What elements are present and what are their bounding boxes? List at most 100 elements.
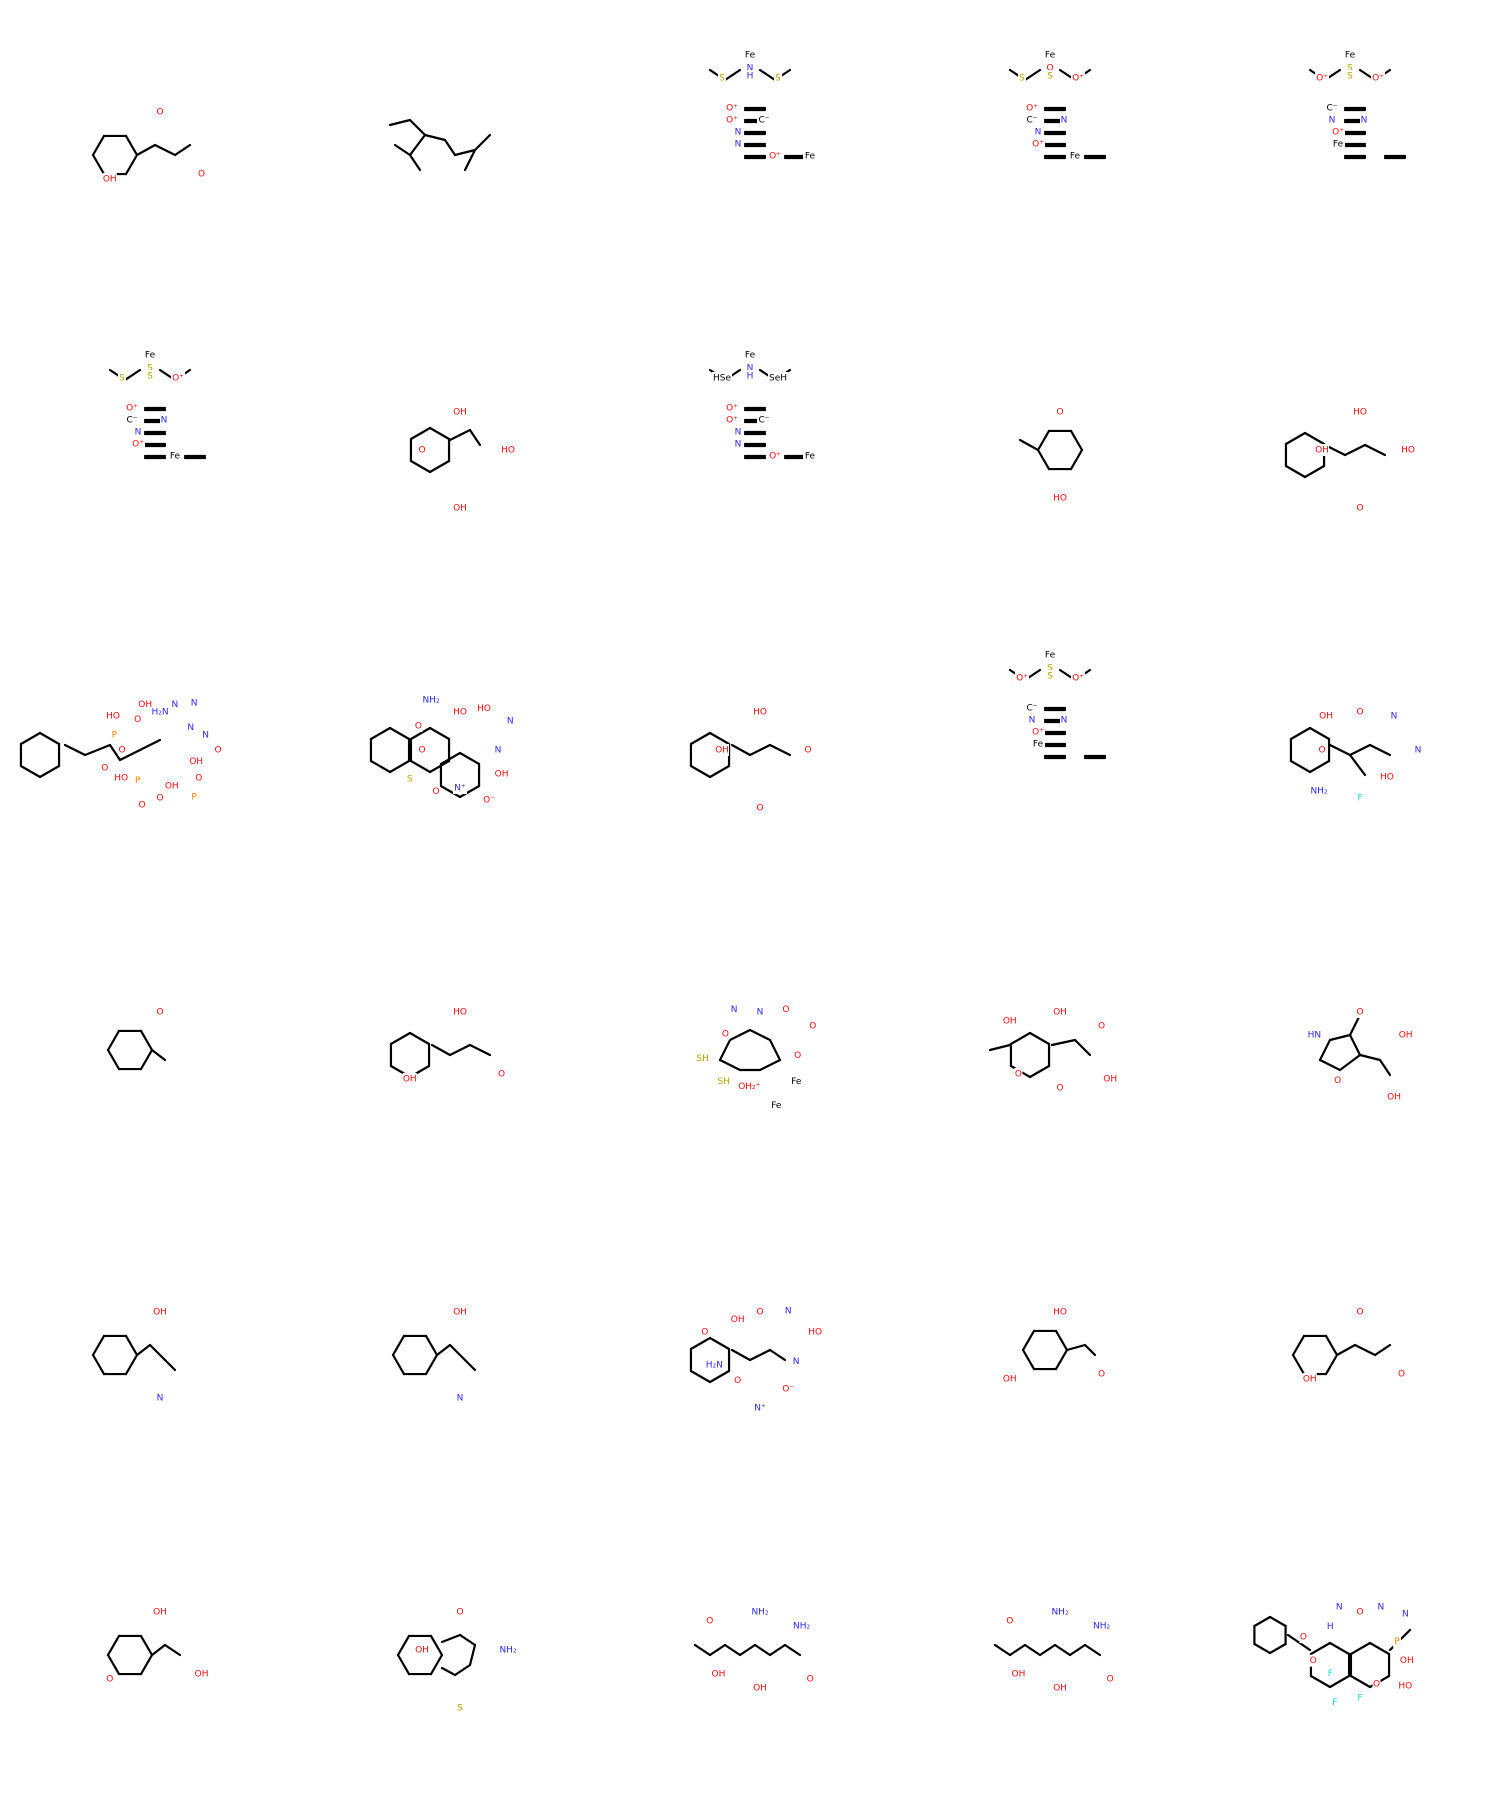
atom-label-bg <box>746 62 754 74</box>
atom-label-bg <box>1025 114 1039 126</box>
atom-label-bg <box>138 799 147 812</box>
atom-label-bg <box>1399 1654 1414 1667</box>
atom-label: N <box>202 731 209 741</box>
bond-line <box>369 759 392 774</box>
atom-label-bg <box>784 1305 793 1318</box>
molecule-methyl-diaminopimelic-acid-a: NH₂ NH₂ O OH OH O <box>693 1606 815 1694</box>
atom-label: S <box>775 74 781 84</box>
atom-label: O⁺ <box>172 374 184 384</box>
atom-label: Fe <box>170 452 181 462</box>
bond-line <box>443 138 457 157</box>
bond-line <box>1018 438 1040 452</box>
atom-label: O <box>1334 1076 1341 1086</box>
atom-label-bg <box>705 1615 714 1627</box>
atom-label-bg <box>725 414 739 426</box>
atom-label: O⁺ <box>1032 140 1044 150</box>
atom-label-bg <box>1360 114 1368 126</box>
atom-label: N <box>735 440 742 450</box>
atom-label-bg <box>1011 1668 1026 1680</box>
atom-label: H₂N <box>151 708 168 718</box>
bond-line <box>1373 1343 1392 1357</box>
atom-label-bg <box>736 1080 763 1093</box>
atom-label: N <box>457 1394 464 1404</box>
atom-label: Fe <box>1333 140 1344 150</box>
molecule-benzoic-acid: O HO <box>1018 406 1084 504</box>
bond-line <box>1068 1643 1087 1657</box>
atom-label-bg <box>1356 1306 1364 1318</box>
atom-label: O <box>1373 1680 1380 1690</box>
atom-label: S <box>719 74 725 84</box>
atom-label: OH <box>103 175 117 185</box>
atom-label: OH <box>189 757 203 767</box>
atom-label-bg <box>453 1006 467 1018</box>
bond-line <box>435 1343 452 1357</box>
atom-label-bg <box>190 697 199 710</box>
bond-line <box>83 743 112 757</box>
atom-label-bg <box>189 755 204 768</box>
bond-line <box>723 1643 742 1657</box>
atom-label-bg <box>789 1075 804 1088</box>
atom-label: O⁺ <box>126 404 138 414</box>
bond-line <box>1318 1058 1342 1072</box>
atom-label: Fe <box>1045 51 1056 61</box>
atom-label-bg <box>110 729 119 742</box>
bond-line <box>1286 1633 1312 1652</box>
atom-label: HO <box>114 774 128 784</box>
bond-line <box>1303 464 1326 479</box>
bond-line <box>1348 1033 1362 1057</box>
atom-label-bg <box>1302 1373 1317 1385</box>
bond-line <box>463 148 477 172</box>
atom-label-bg <box>118 372 126 384</box>
molecule-nitro-benzoquinoxaline-sulfonamide: HO HO N N OH O⁻ N⁺ O S O O NH₂ <box>369 693 515 807</box>
atom-label-bg <box>774 72 782 84</box>
bond-line <box>1009 1031 1032 1046</box>
atom-label: HO <box>1053 494 1067 504</box>
atom-label-bg <box>1346 62 1354 74</box>
atom-label: NH₂ <box>1051 1608 1069 1618</box>
bond-line <box>124 134 139 157</box>
atom-label-bg <box>1319 710 1334 723</box>
atom-label-bg <box>102 173 117 185</box>
atom-label: N <box>161 416 168 426</box>
atom-label: O <box>734 1376 741 1386</box>
atom-label: N <box>495 746 502 756</box>
atom-label: HO <box>453 1008 467 1018</box>
atom-label-bg <box>1034 126 1042 138</box>
atom-label: OH <box>495 770 509 780</box>
atom-label: N <box>793 1357 800 1367</box>
atom-label-bg <box>402 1073 417 1085</box>
bond-line <box>430 1043 452 1057</box>
atom-label-bg <box>768 372 788 384</box>
atom-label: N <box>731 1005 738 1015</box>
atom-label-bg <box>1356 706 1364 718</box>
atom-label: H <box>1327 1622 1334 1632</box>
atom-label-bg <box>756 802 764 814</box>
bond-line <box>453 148 477 157</box>
atom-label-bg <box>757 114 771 126</box>
atom-label-bg <box>804 744 812 756</box>
bond-line <box>689 731 712 746</box>
bond-line <box>173 143 192 157</box>
atom-label: S <box>1019 74 1025 84</box>
atom-label: O <box>701 1328 708 1338</box>
molecule-mandelonitrile-a: OH N <box>91 1306 177 1404</box>
atom-label-bg <box>153 1306 167 1318</box>
atom-label: Fe <box>791 1077 802 1087</box>
atom-label-bg <box>453 502 467 514</box>
molecule-phenylpyruvic-acid: O O OH <box>1291 1306 1406 1385</box>
atom-label-bg <box>1389 710 1398 723</box>
atom-label-bg <box>1060 714 1068 726</box>
atom-label: HO <box>1053 1308 1067 1318</box>
bond-line <box>139 1048 154 1071</box>
atom-label: O <box>756 804 763 814</box>
bond-line <box>758 68 777 82</box>
bond-line <box>106 1653 121 1676</box>
atom-label: N <box>1361 116 1368 126</box>
atom-label-bg <box>146 362 154 374</box>
bond-line <box>768 1038 782 1062</box>
atom-label-bg <box>1371 72 1385 84</box>
atom-label: N <box>157 1394 164 1404</box>
atom-label: HO <box>453 708 467 718</box>
